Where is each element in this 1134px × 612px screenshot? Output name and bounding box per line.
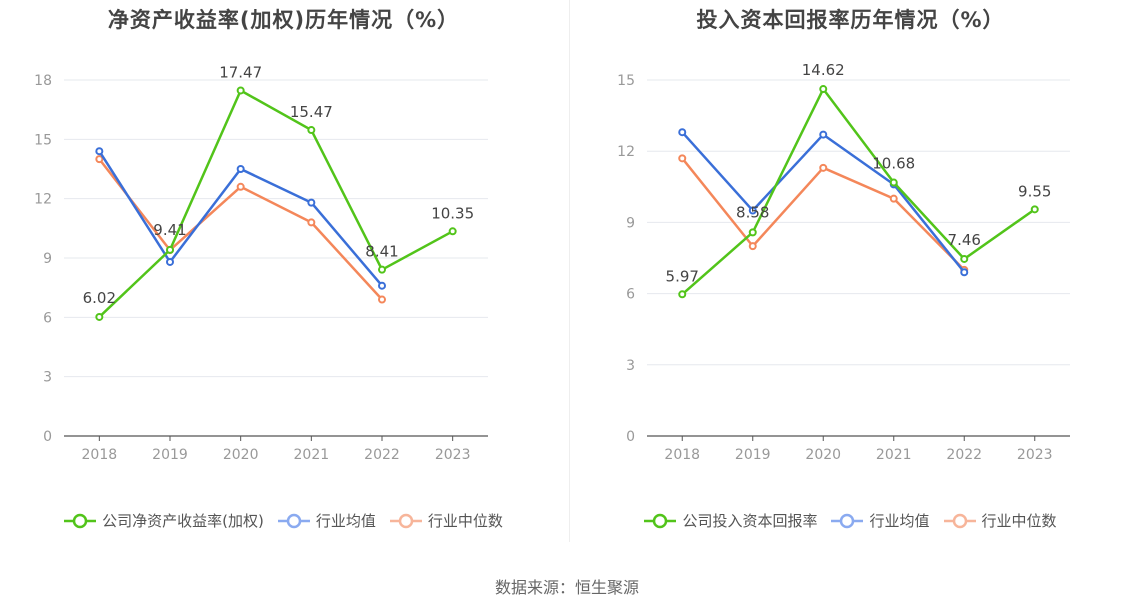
series-line-industry_avg	[681, 131, 966, 274]
x-tick-label: 2019	[152, 447, 188, 463]
y-tick-label: 6	[43, 310, 52, 326]
panel-divider	[569, 0, 570, 542]
data-point-company[interactable]	[748, 228, 757, 237]
legend-marker-icon	[943, 513, 976, 528]
y-tick-label: 12	[34, 192, 52, 208]
data-label: 8.41	[365, 243, 398, 261]
data-point-industry_median[interactable]	[236, 182, 245, 191]
legend-marker-icon	[277, 513, 310, 528]
legend-label: 行业中位数	[981, 512, 1057, 530]
y-tick-label: 0	[626, 429, 635, 445]
data-point-industry_avg[interactable]	[307, 198, 316, 207]
x-tick-label: 2018	[664, 447, 700, 463]
y-tick-label: 15	[617, 73, 635, 89]
data-point-company[interactable]	[960, 254, 969, 263]
x-tick-label: 2022	[946, 447, 982, 463]
chart-panel-roe: 净资产收益率(加权)历年情况（%） 0 3 6 9 12 15 18 2018 2019 2020…	[0, 0, 567, 545]
series-line-industry_median	[98, 158, 383, 301]
data-point-company[interactable]	[819, 85, 828, 94]
x-tick-label: 2019	[735, 447, 771, 463]
data-label: 9.55	[1018, 182, 1051, 200]
legend-item-company[interactable]: 公司投入资本回报率	[644, 510, 817, 531]
legend-marker-icon	[831, 513, 864, 528]
data-point-company[interactable]	[678, 290, 687, 299]
legend-label: 行业中位数	[427, 512, 503, 530]
x-tick-label: 2022	[364, 447, 400, 463]
series-line-company	[98, 89, 454, 318]
x-tick-label: 2018	[82, 447, 118, 463]
x-tick-label: 2021	[876, 447, 912, 463]
legend-marker-icon	[389, 513, 422, 528]
legend-item-industry-median[interactable]: 行业中位数	[943, 510, 1057, 531]
y-tick-label: 15	[34, 132, 52, 148]
data-point-industry_avg[interactable]	[819, 130, 828, 139]
x-tick-label: 2021	[294, 447, 330, 463]
data-point-industry_median[interactable]	[378, 295, 386, 304]
chart-plot-roe: 0 3 6 9 12 15 18 2018 2019 2020 2021 2022 2023 6.02 9.…	[34, 63, 488, 463]
data-point-company[interactable]	[95, 312, 104, 321]
data-label: 8.58	[736, 203, 769, 221]
legend-item-industry-avg[interactable]: 行业均值	[277, 510, 376, 531]
data-label: 6.02	[83, 289, 116, 307]
legend-marker-icon	[64, 513, 97, 528]
data-point-industry_avg[interactable]	[748, 206, 757, 215]
data-point-industry_avg[interactable]	[960, 268, 969, 277]
data-label: 14.62	[802, 61, 845, 79]
y-tick-label: 12	[617, 144, 635, 160]
x-tick-label: 2020	[223, 447, 259, 463]
legend-item-company[interactable]: 公司净资产收益率(加权)	[64, 510, 264, 531]
data-point-industry_median[interactable]	[889, 194, 898, 203]
data-point-industry_avg[interactable]	[378, 281, 386, 290]
y-tick-label: 3	[626, 358, 635, 374]
data-label: 7.46	[948, 231, 981, 249]
data-point-company[interactable]	[889, 178, 898, 187]
chart-legend: 公司投入资本回报率 行业均值 行业中位数	[567, 510, 1134, 531]
data-point-industry_median[interactable]	[95, 155, 104, 164]
y-tick-label: 9	[626, 215, 635, 231]
data-label: 5.97	[666, 267, 699, 285]
data-point-industry_avg[interactable]	[166, 257, 174, 266]
legend-label: 公司净资产收益率(加权)	[102, 512, 264, 530]
data-point-company[interactable]	[166, 245, 174, 254]
data-point-industry_median[interactable]	[678, 154, 687, 163]
chart-legend: 公司净资产收益率(加权) 行业均值 行业中位数	[0, 510, 567, 531]
data-label: 17.47	[219, 63, 262, 81]
y-tick-label: 0	[43, 429, 52, 445]
data-point-company[interactable]	[378, 265, 386, 274]
data-source: 数据来源：恒生聚源	[494, 578, 639, 597]
data-label: 9.41	[153, 221, 186, 239]
data-point-company[interactable]	[307, 126, 316, 135]
chart-plot-roic: 0 3 6 9 12 15 2018 2019 2020 2021 2022 2023 5.97 8.58…	[617, 61, 1070, 463]
data-point-company[interactable]	[1030, 205, 1039, 214]
data-point-industry_median[interactable]	[819, 163, 828, 172]
legend-item-industry-avg[interactable]: 行业均值	[831, 510, 930, 531]
x-tick-label: 2020	[805, 447, 841, 463]
legend-marker-icon	[644, 513, 677, 528]
data-point-industry_avg[interactable]	[95, 147, 104, 156]
data-point-industry_median[interactable]	[307, 218, 316, 227]
legend-label: 公司投入资本回报率	[682, 512, 818, 530]
chart-title: 投入资本回报率历年情况（%）	[696, 8, 1005, 32]
y-tick-label: 9	[43, 251, 52, 267]
data-label: 10.68	[872, 155, 915, 173]
y-tick-label: 3	[43, 370, 52, 386]
chart-title: 净资产收益率(加权)历年情况（%）	[107, 8, 460, 32]
series-line-company	[681, 87, 1036, 296]
data-label: 10.35	[431, 204, 474, 222]
data-point-industry_avg[interactable]	[236, 165, 245, 173]
data-point-industry_avg[interactable]	[678, 128, 687, 137]
chart-panel-roic: 投入资本回报率历年情况（%） 0 3 6 9 12 15 2018 2019 2020 2021 2…	[567, 0, 1134, 545]
x-tick-label: 2023	[435, 447, 471, 463]
y-tick-label: 6	[626, 287, 635, 303]
legend-label: 行业均值	[315, 512, 376, 530]
data-point-company[interactable]	[448, 227, 457, 236]
x-tick-label: 2023	[1017, 447, 1053, 463]
y-tick-label: 18	[34, 73, 52, 89]
data-point-industry_median[interactable]	[748, 242, 757, 251]
data-point-company[interactable]	[236, 86, 245, 95]
data-label: 15.47	[290, 103, 333, 121]
legend-label: 行业均值	[869, 512, 930, 530]
legend-item-industry-median[interactable]: 行业中位数	[389, 510, 503, 531]
